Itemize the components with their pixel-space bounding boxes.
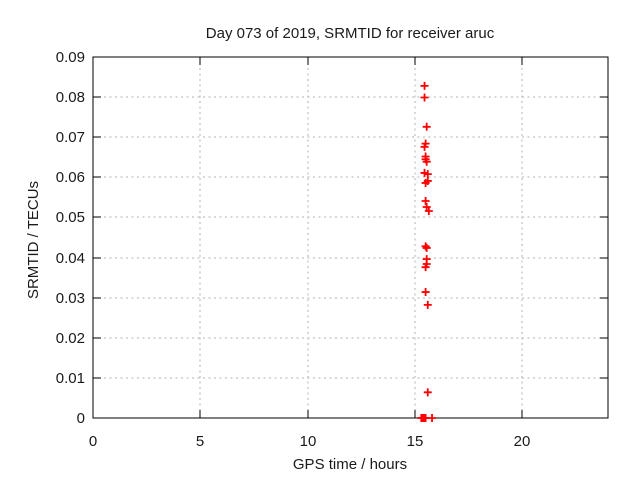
plot-border (92, 56, 609, 419)
data-point (421, 196, 430, 205)
data-points-layer (417, 81, 437, 422)
data-point (424, 207, 433, 216)
x-tick-label: 5 (196, 433, 204, 450)
x-tick-label: 20 (514, 433, 531, 450)
y-tick-label: 0.02 (56, 330, 85, 347)
data-point (421, 263, 430, 272)
data-point (422, 157, 431, 166)
y-tick-label: 0.08 (56, 89, 85, 106)
x-tick-labels: 0 5 10 15 20 (89, 433, 531, 450)
x-axis-label: GPS time / hours (293, 456, 407, 473)
y-tick-label: 0.05 (56, 209, 85, 226)
data-point (423, 388, 432, 397)
y-tick-label: 0.07 (56, 129, 85, 146)
data-point (421, 288, 430, 297)
data-point (428, 414, 437, 422)
data-point (421, 242, 430, 251)
chart-title: Day 073 of 2019, SRMTID for receiver aru… (206, 25, 495, 42)
data-point (420, 81, 429, 90)
y-tick-label: 0 (77, 410, 85, 427)
data-point (422, 243, 431, 252)
y-tick-label: 0.01 (56, 370, 85, 387)
grid-layer (93, 57, 608, 418)
y-tick-label: 0.04 (56, 250, 85, 267)
data-point (420, 142, 429, 151)
y-tick-labels: 0 0.01 0.02 0.03 0.04 0.05 0.06 0.07 0.08 0.09 (56, 49, 85, 427)
y-tick-label: 0.06 (56, 169, 85, 186)
data-point (423, 170, 432, 179)
x-tick-label: 15 (407, 433, 424, 450)
x-tick-label: 10 (300, 433, 317, 450)
y-tick-label: 0.03 (56, 290, 85, 307)
y-tick-label: 0.09 (56, 49, 85, 66)
data-point (422, 203, 431, 212)
tick-layer (92, 56, 608, 419)
data-point (423, 300, 432, 309)
data-point (420, 93, 429, 102)
data-point (422, 122, 431, 131)
x-tick-label: 0 (89, 433, 97, 450)
data-point (421, 178, 430, 187)
y-axis-label: SRMTID / TECUs (25, 181, 42, 299)
